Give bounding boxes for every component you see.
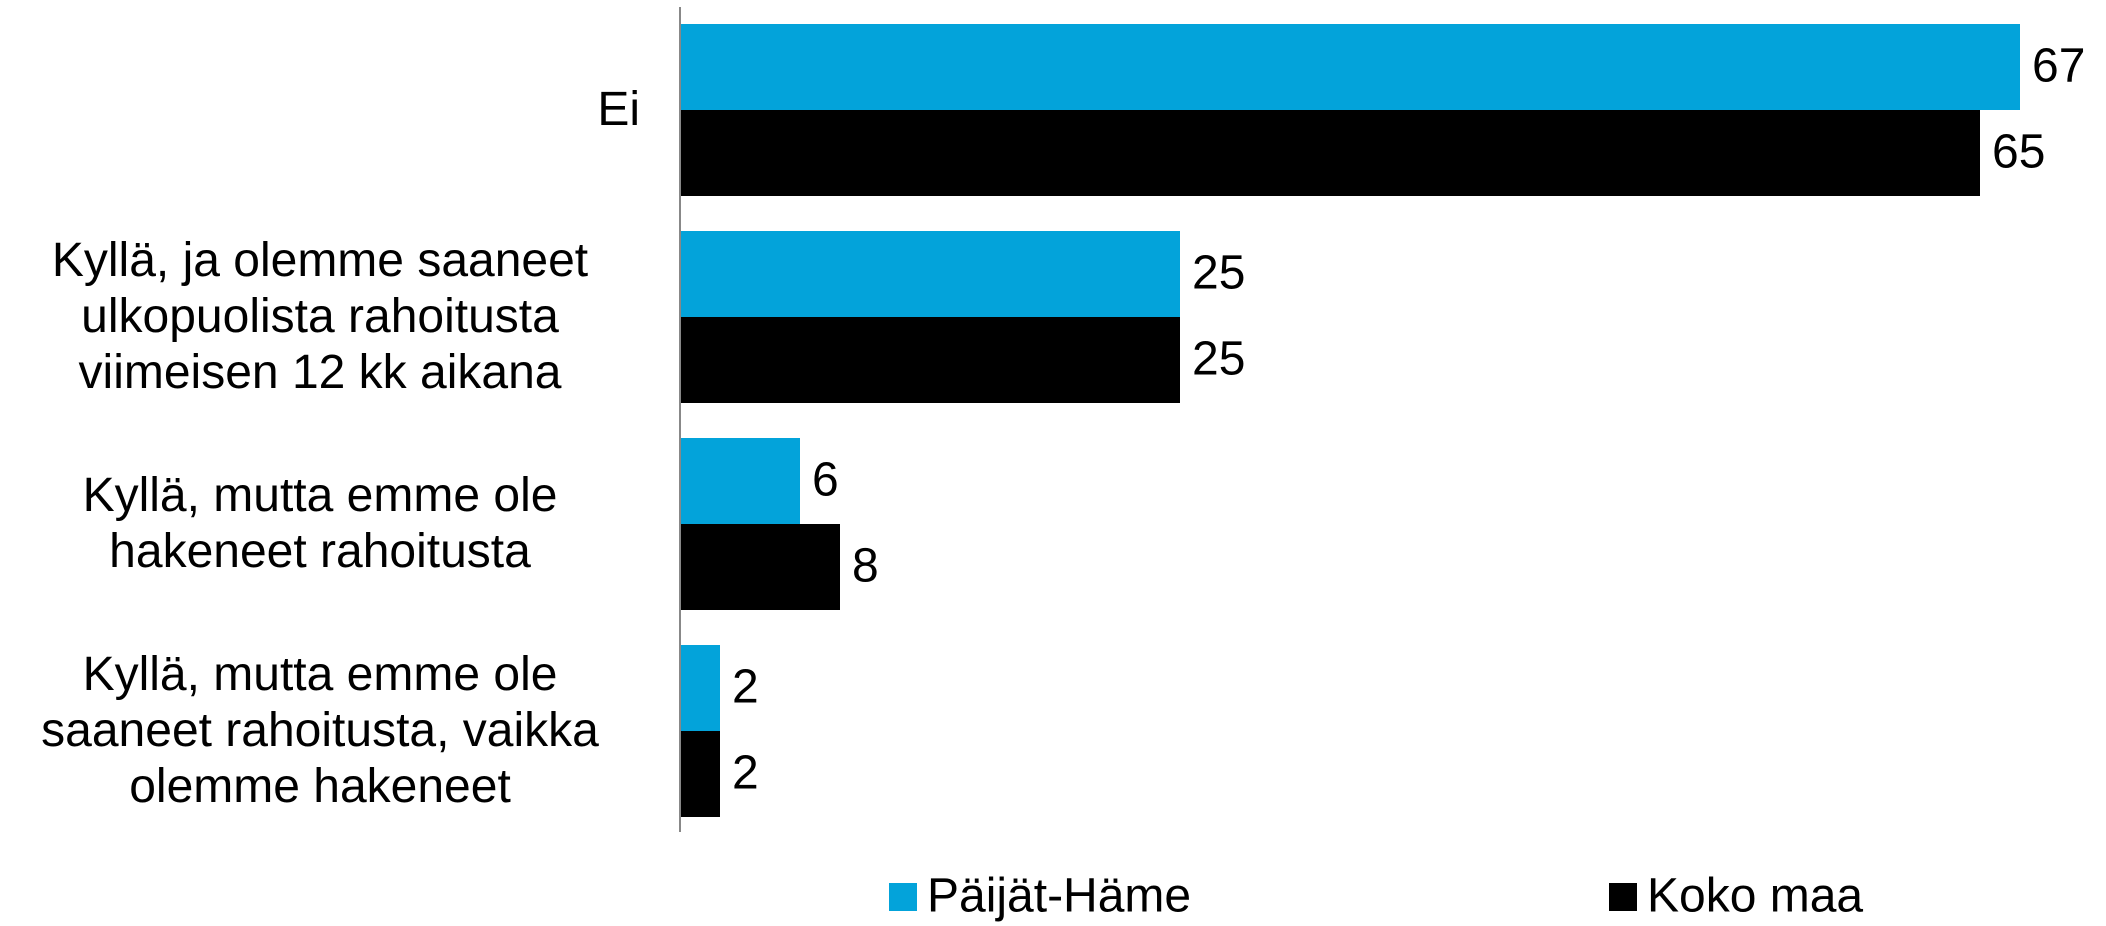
bar (680, 524, 840, 610)
category-label: Kyllä, ja olemme saaneet ulkopuolista ra… (0, 201, 640, 433)
legend-swatch (889, 883, 917, 911)
data-label: 25 (1192, 247, 1245, 300)
bar (680, 24, 2020, 110)
data-label: 2 (732, 747, 759, 800)
legend-label: Päijät-Häme (927, 870, 1191, 923)
legend-swatch (1609, 883, 1637, 911)
category-text: Kyllä, mutta emme ole saaneet rahoitusta… (41, 648, 599, 813)
bar (680, 317, 1180, 403)
bar (680, 645, 720, 731)
category-label: Kyllä, mutta emme ole hakeneet rahoitust… (0, 408, 640, 640)
data-label: 2 (732, 661, 759, 714)
legend-label: Koko maa (1647, 870, 1863, 923)
data-label: 6 (812, 454, 839, 507)
category-text: Ei (597, 83, 640, 136)
data-label: 8 (852, 540, 879, 593)
data-label: 25 (1192, 333, 1245, 386)
bar (680, 438, 800, 524)
category-text: Kyllä, mutta emme ole hakeneet rahoitust… (82, 469, 558, 578)
category-label: Kyllä, mutta emme ole saaneet rahoitusta… (0, 615, 640, 847)
bar (680, 110, 1980, 196)
category-text: Kyllä, ja olemme saaneet ulkopuolista ra… (51, 234, 589, 399)
data-label: 65 (1992, 126, 2045, 179)
bar (680, 731, 720, 817)
category-label: Ei (0, 0, 640, 226)
data-label: 67 (2032, 40, 2085, 93)
bar (680, 231, 1180, 317)
